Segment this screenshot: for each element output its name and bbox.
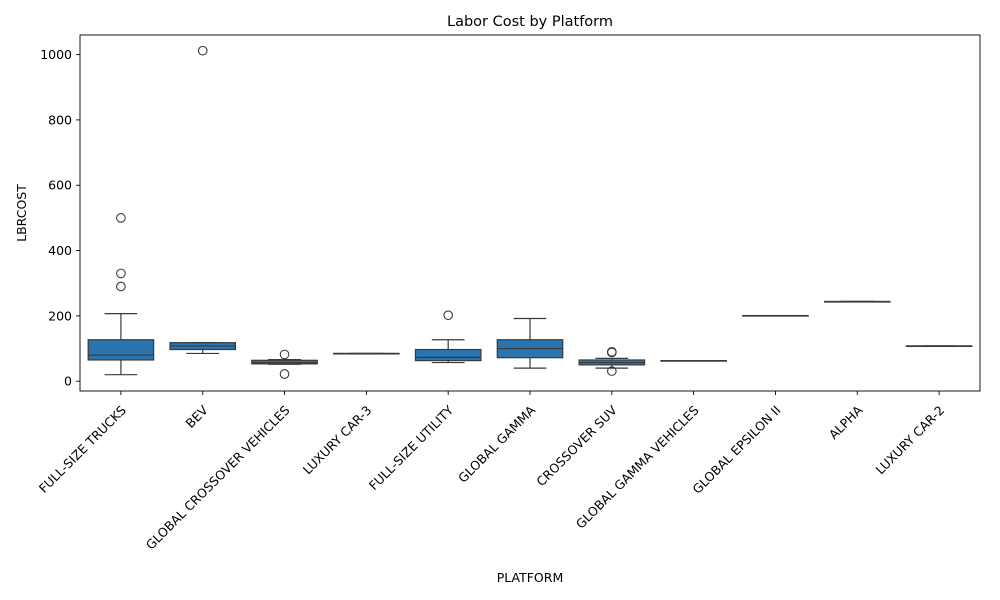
outlier-point xyxy=(443,310,454,321)
outlier-point xyxy=(116,213,126,223)
box-group xyxy=(823,300,891,303)
box-iqr xyxy=(414,348,482,362)
box-group xyxy=(169,45,237,355)
x-axis-label: PLATFORM xyxy=(497,570,564,585)
y-axis-label: LBRCOST xyxy=(14,184,29,242)
y-tick-label: 400 xyxy=(48,243,72,258)
outlier-point xyxy=(197,45,208,56)
plot-area xyxy=(87,45,973,379)
box-group xyxy=(905,345,973,348)
outlier-point xyxy=(606,347,617,358)
box-group xyxy=(578,346,646,376)
box-group xyxy=(496,317,564,369)
box-group xyxy=(742,314,809,317)
y-tick-label: 800 xyxy=(48,112,72,127)
box-group xyxy=(414,310,482,364)
y-tick-label: 200 xyxy=(48,308,72,323)
y-axis: 0 200 400 600 800 1000 xyxy=(40,47,80,389)
box-group xyxy=(251,349,318,379)
y-tick-label: 1000 xyxy=(40,47,72,62)
box-iqr xyxy=(87,339,155,361)
outlier-point xyxy=(279,349,290,360)
box-group xyxy=(87,213,155,376)
box-group xyxy=(333,352,400,355)
y-tick-label: 600 xyxy=(48,178,72,193)
y-tick-label: 0 xyxy=(64,374,72,389)
chart-title: Labor Cost by Platform xyxy=(447,14,613,30)
outlier-point xyxy=(279,369,290,379)
outlier-point xyxy=(116,268,126,279)
box-group xyxy=(660,360,727,362)
outlier-point xyxy=(606,366,617,376)
outlier-point xyxy=(116,281,126,292)
